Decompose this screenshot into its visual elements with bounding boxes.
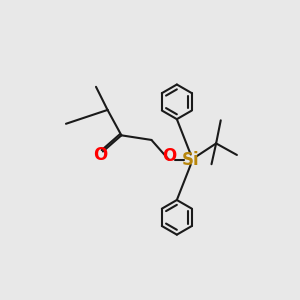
Text: Si: Si [182,151,200,169]
Text: O: O [93,146,107,164]
Text: O: O [162,147,176,165]
